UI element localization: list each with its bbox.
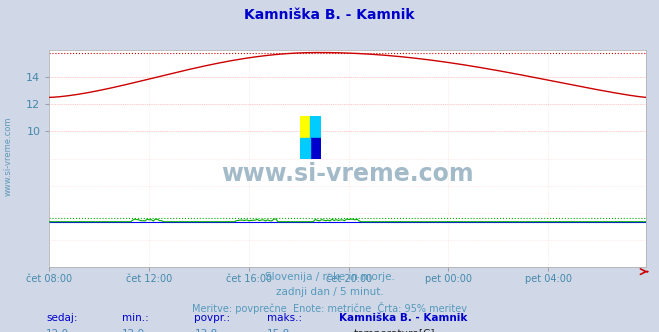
Bar	[300, 116, 310, 138]
Text: www.si-vreme.com: www.si-vreme.com	[221, 162, 474, 186]
Text: www.si-vreme.com: www.si-vreme.com	[3, 116, 13, 196]
Bar	[310, 138, 321, 159]
Text: Kamniška B. - Kamnik: Kamniška B. - Kamnik	[339, 313, 468, 323]
Text: min.:: min.:	[122, 313, 149, 323]
Text: Meritve: povprečne  Enote: metrične  Črta: 95% meritev: Meritve: povprečne Enote: metrične Črta:…	[192, 302, 467, 314]
Text: maks.:: maks.:	[267, 313, 302, 323]
Text: povpr.:: povpr.:	[194, 313, 231, 323]
Text: temperatura[C]: temperatura[C]	[354, 329, 436, 332]
Bar	[300, 138, 310, 159]
Text: 13,8: 13,8	[194, 329, 217, 332]
Text: 15,8: 15,8	[267, 329, 290, 332]
Bar	[310, 116, 321, 138]
Text: sedaj:: sedaj:	[46, 313, 78, 323]
Text: Slovenija / reke in morje.: Slovenija / reke in morje.	[264, 272, 395, 282]
Text: Kamniška B. - Kamnik: Kamniška B. - Kamnik	[244, 8, 415, 22]
Text: 12,0: 12,0	[122, 329, 145, 332]
Text: 12,0: 12,0	[46, 329, 69, 332]
Text: zadnji dan / 5 minut.: zadnji dan / 5 minut.	[275, 287, 384, 297]
